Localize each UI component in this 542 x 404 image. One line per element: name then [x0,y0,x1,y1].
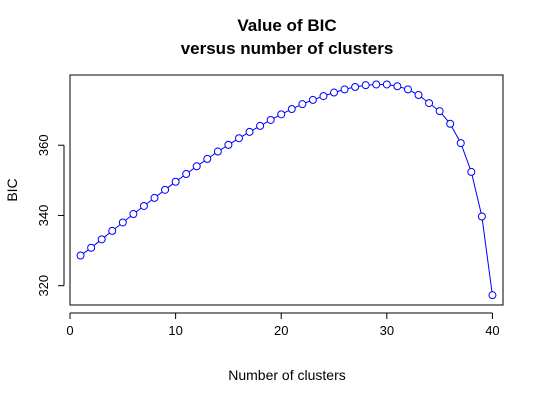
data-point [488,291,497,300]
chart-title: Value of BIC [237,16,336,35]
data-point [372,80,381,89]
y-tick-label: 320 [36,275,51,297]
data-point [414,91,423,100]
x-axis-label: Number of clusters [228,367,345,383]
data-point [351,82,360,91]
data-point [97,235,106,244]
data-point [108,226,117,235]
data-point [330,88,339,97]
data-point [435,107,444,116]
x-tick-label: 30 [380,323,394,338]
x-tick-label: 20 [274,323,288,338]
data-point [161,185,170,194]
data-point [129,210,138,219]
y-axis: 320 340 360 [36,134,65,297]
data-point [192,162,201,171]
data-point [76,251,85,260]
data-point [203,154,212,163]
y-axis-label: BIC [4,178,20,201]
data-point [425,99,434,108]
data-point [477,212,486,221]
data-point [393,82,402,91]
data-point [319,92,328,101]
data-point [277,110,286,119]
data-point [224,140,233,149]
chart-subtitle: versus number of clusters [181,39,394,58]
data-point [213,147,222,156]
data-point [118,218,127,227]
data-point [87,243,96,252]
data-point [446,119,455,128]
data-point [245,127,254,136]
y-tick-label: 360 [36,134,51,156]
series-line [80,84,493,296]
data-point [266,115,275,124]
plot-frame [69,74,504,306]
series-layer [76,80,497,300]
data-point [361,81,370,90]
data-point [182,170,191,179]
data-point [139,201,148,210]
data-point [298,100,307,109]
data-point [287,105,296,114]
data-point [456,139,465,148]
x-tick-label: 10 [168,323,182,338]
data-point [467,167,476,176]
x-axis: 0 10 20 30 40 [66,312,500,338]
data-point [171,177,180,186]
data-point [382,80,391,89]
y-tick-label: 340 [36,205,51,227]
data-point [256,121,265,130]
data-point [340,85,349,94]
data-point [308,95,317,104]
data-point [150,193,159,202]
x-tick-label: 0 [66,323,73,338]
x-tick-label: 40 [485,323,499,338]
data-point [403,85,412,94]
data-point [234,134,243,143]
